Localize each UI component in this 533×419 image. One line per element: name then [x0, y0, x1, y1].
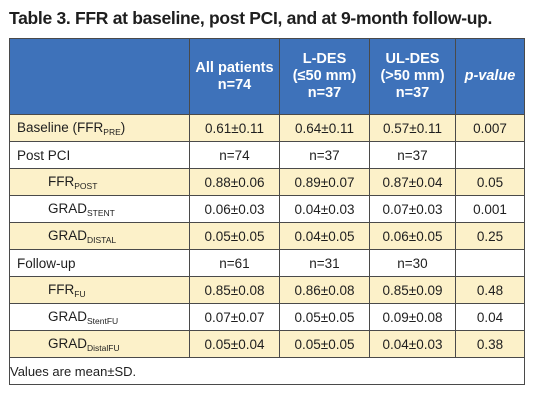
ul-des-cell: 0.87±0.04 — [369, 168, 456, 196]
header-ul-des: UL-DES (>50 mm) n=37 — [369, 38, 456, 115]
ul-des-cell: 0.57±0.11 — [369, 114, 456, 142]
all-patients-cell: 0.85±0.08 — [189, 276, 280, 304]
p-value-cell: 0.48 — [455, 276, 525, 304]
row-label-text: GRAD — [48, 200, 88, 216]
table-row: FFRPOST 0.88±0.06 0.89±0.07 0.87±0.04 0.05 — [9, 168, 525, 196]
footnote-row: Values are mean±SD. — [9, 357, 525, 385]
header-all-patients-line1: All patients — [195, 59, 274, 76]
l-des-cell: 0.04±0.03 — [279, 195, 370, 223]
p-value-cell — [455, 141, 525, 169]
l-des-cell: 0.86±0.08 — [279, 276, 370, 304]
row-label-text: Baseline (FFR — [17, 119, 104, 135]
p-value-cell: 0.25 — [455, 222, 525, 250]
ul-des-cell: 0.04±0.03 — [369, 330, 456, 358]
row-label-text: FFR — [48, 173, 75, 189]
row-label-tail: ) — [120, 119, 126, 135]
header-ul-des-line1: UL-DES — [385, 51, 440, 67]
header-l-des-line3: n=37 — [307, 85, 342, 101]
row-label-subscript: POST — [74, 180, 98, 191]
row-label-text: Follow-up — [17, 255, 76, 271]
table-row: Baseline (FFRPRE) 0.61±0.11 0.64±0.11 0.57±… — [9, 114, 525, 142]
all-patients-cell: 0.05±0.04 — [189, 330, 280, 358]
row-label-subscript: STENT — [87, 207, 115, 218]
row-label: Baseline (FFRPRE) — [9, 114, 190, 142]
l-des-cell: 0.05±0.05 — [279, 303, 370, 331]
header-ul-des-line2: (>50 mm) — [380, 68, 445, 84]
all-patients-cell: 0.88±0.06 — [189, 168, 280, 196]
row-label: GRADSTENT — [9, 195, 190, 223]
row-label: Follow-up — [9, 249, 190, 277]
all-patients-cell: 0.07±0.07 — [189, 303, 280, 331]
row-label-subscript: DistalFU — [87, 342, 120, 353]
row-label-text: Post PCI — [17, 147, 71, 163]
all-patients-cell: n=74 — [189, 141, 280, 169]
l-des-cell: n=37 — [279, 141, 370, 169]
p-value-cell: 0.007 — [455, 114, 525, 142]
table-body: Baseline (FFRPRE) 0.61±0.11 0.64±0.11 0.57±… — [9, 114, 525, 358]
table-row: Follow-up n=61 n=31 n=30 — [9, 249, 525, 277]
header-l-des: L-DES (≤50 mm) n=37 — [279, 38, 370, 115]
header-l-des-line1: L-DES — [302, 51, 347, 67]
header-p-value: p-value — [455, 38, 525, 115]
p-value-cell: 0.38 — [455, 330, 525, 358]
p-value-cell: 0.001 — [455, 195, 525, 223]
row-label: Post PCI — [9, 141, 190, 169]
header-blank-cell — [9, 38, 190, 115]
all-patients-cell: n=61 — [189, 249, 280, 277]
l-des-cell: n=31 — [279, 249, 370, 277]
ffr-table: All patients n=74 L-DES (≤50 mm) n=37 UL… — [9, 38, 525, 385]
ul-des-cell: 0.06±0.05 — [369, 222, 456, 250]
row-label-subscript: StentFU — [87, 315, 119, 326]
table-footnote: Values are mean±SD. — [9, 357, 525, 385]
row-label: GRADDistalFU — [9, 330, 190, 358]
header-row: All patients n=74 L-DES (≤50 mm) n=37 UL… — [9, 38, 525, 115]
row-label-text: GRAD — [48, 227, 88, 243]
row-label-text: GRAD — [48, 308, 88, 324]
table-row: GRADDISTAL 0.05±0.05 0.04±0.05 0.06±0.05 0.2… — [9, 222, 525, 250]
table-row: Post PCI n=74 n=37 n=37 — [9, 141, 525, 169]
table-title: Table 3. FFR at baseline, post PCI, and … — [9, 8, 493, 28]
ul-des-cell: n=30 — [369, 249, 456, 277]
row-label: FFRPOST — [9, 168, 190, 196]
all-patients-cell: 0.06±0.03 — [189, 195, 280, 223]
ul-des-cell: n=37 — [369, 141, 456, 169]
header-l-des-line2: (≤50 mm) — [292, 68, 357, 84]
p-value-cell — [455, 249, 525, 277]
header-all-patients: All patients n=74 — [189, 38, 280, 115]
ul-des-cell: 0.85±0.09 — [369, 276, 456, 304]
row-label-subscript: PRE — [103, 126, 121, 137]
row-label: FFRFU — [9, 276, 190, 304]
table-row: GRADDistalFU 0.05±0.04 0.05±0.05 0.04±0.03 0… — [9, 330, 525, 358]
l-des-cell: 0.64±0.11 — [279, 114, 370, 142]
table-row: GRADStentFU 0.07±0.07 0.05±0.05 0.09±0.08 0.… — [9, 303, 525, 331]
header-ul-des-line3: n=37 — [395, 85, 430, 101]
l-des-cell: 0.04±0.05 — [279, 222, 370, 250]
row-label-text: FFR — [48, 281, 75, 297]
p-value-cell: 0.05 — [455, 168, 525, 196]
p-value-cell: 0.04 — [455, 303, 525, 331]
l-des-cell: 0.89±0.07 — [279, 168, 370, 196]
row-label: GRADStentFU — [9, 303, 190, 331]
l-des-cell: 0.05±0.05 — [279, 330, 370, 358]
all-patients-cell: 0.61±0.11 — [189, 114, 280, 142]
row-label: GRADDISTAL — [9, 222, 190, 250]
all-patients-cell: 0.05±0.05 — [189, 222, 280, 250]
ul-des-cell: 0.09±0.08 — [369, 303, 456, 331]
header-all-patients-line2: n=74 — [217, 76, 252, 93]
ul-des-cell: 0.07±0.03 — [369, 195, 456, 223]
row-label-subscript: FU — [74, 288, 86, 299]
row-label-subscript: DISTAL — [87, 234, 117, 245]
row-label-text: GRAD — [48, 335, 88, 351]
table-row: GRADSTENT 0.06±0.03 0.04±0.03 0.07±0.03 0.00… — [9, 195, 525, 223]
table-row: FFRFU 0.85±0.08 0.86±0.08 0.85±0.09 0.48 — [9, 276, 525, 304]
